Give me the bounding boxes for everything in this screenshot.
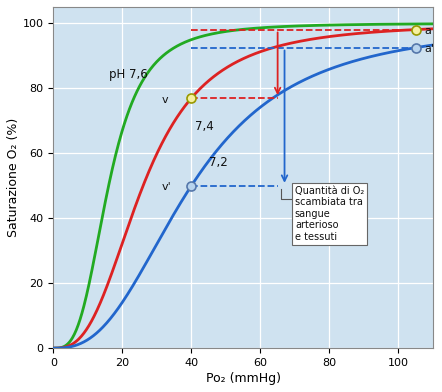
- Text: v: v: [162, 95, 169, 105]
- X-axis label: Po₂ (mmHg): Po₂ (mmHg): [206, 372, 281, 385]
- Y-axis label: Saturazione O₂ (%): Saturazione O₂ (%): [7, 118, 20, 237]
- Text: v': v': [162, 182, 172, 192]
- Text: pH 7,6: pH 7,6: [109, 69, 147, 82]
- Text: Quantità di O₂
scambiata tra
sangue
arterioso
e tessuti: Quantità di O₂ scambiata tra sangue arte…: [295, 186, 364, 242]
- Text: a': a': [424, 44, 434, 54]
- Text: 7,2: 7,2: [209, 156, 227, 169]
- Text: 7,4: 7,4: [195, 120, 213, 133]
- Text: a: a: [424, 26, 431, 36]
